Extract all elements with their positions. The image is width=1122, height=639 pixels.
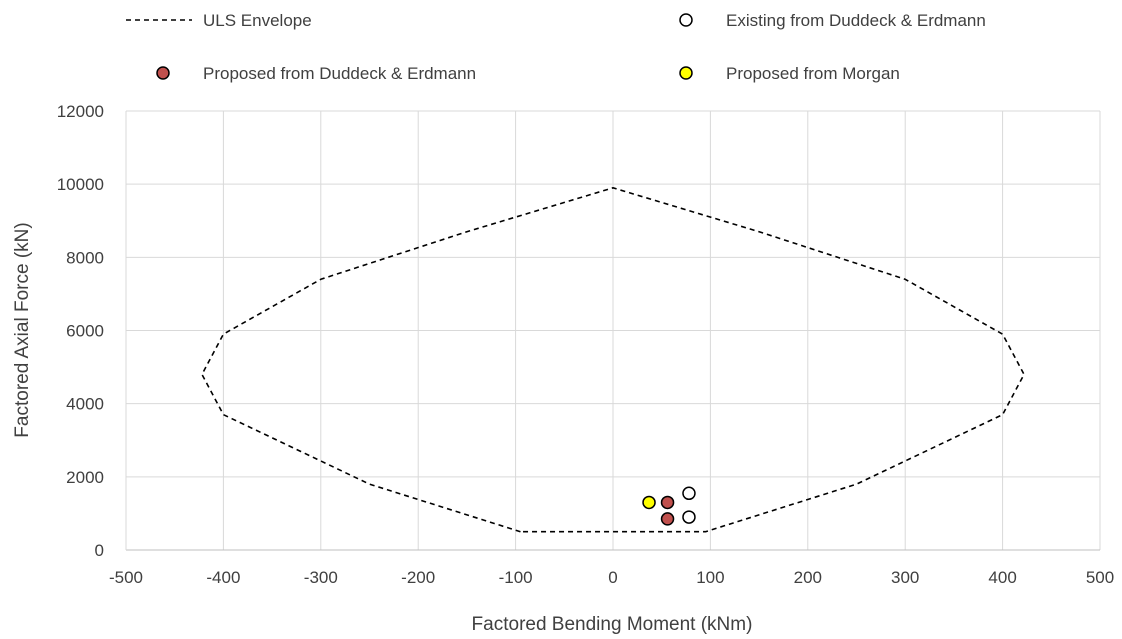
x-tick-label: 100 [696,568,724,587]
x-tick-label: -500 [109,568,143,587]
y-tick-label: 4000 [66,395,104,414]
x-tick-label: 500 [1086,568,1114,587]
legend-marker-swatch [679,13,693,27]
y-tick-label: 6000 [66,322,104,341]
legend-label: Existing from Duddeck & Erdmann [726,11,986,30]
data-point-series-1 [682,510,696,524]
x-axis-title: Factored Bending Moment (kNm) [472,614,753,635]
legend-marker-swatch [156,66,170,80]
legend-marker-swatch [679,66,693,80]
legend: ULS Envelope Existing from Duddeck & Erdm… [126,11,986,83]
legend-label: Proposed from Duddeck & Erdmann [203,64,476,83]
plot-series [201,187,1025,533]
gridlines [126,110,1101,550]
y-tick-label: 0 [95,541,104,560]
data-point-series-1 [682,486,696,501]
x-tick-label: 400 [988,568,1016,587]
x-tick-label: 200 [794,568,822,587]
y-tick-label: 8000 [66,248,104,267]
y-tick-label: 12000 [57,102,104,121]
y-tick-label: 2000 [66,468,104,487]
x-tick-label: 0 [608,568,617,587]
y-tick-label: 10000 [57,175,104,194]
data-point-series-2 [660,495,675,510]
legend-label: ULS Envelope [203,11,312,30]
x-tick-label: -300 [304,568,338,587]
x-tick-label: -100 [499,568,533,587]
legend-label: Proposed from Morgan [726,64,900,83]
x-tick-label: -400 [206,568,240,587]
y-tick-labels: 0 2000 4000 6000 8000 10000 12000 [57,102,104,560]
x-tick-labels: -500 -400 -300 -200 -100 0 100 200 300 400 500 [109,568,1114,587]
x-tick-label: -200 [401,568,435,587]
x-tick-label: 300 [891,568,919,587]
data-point-series-2 [660,512,675,526]
uls-envelope-line [201,187,1025,533]
axes [125,111,1100,551]
data-point-series-3 [642,495,656,510]
y-axis-title: Factored Axial Force (kN) [12,222,33,437]
